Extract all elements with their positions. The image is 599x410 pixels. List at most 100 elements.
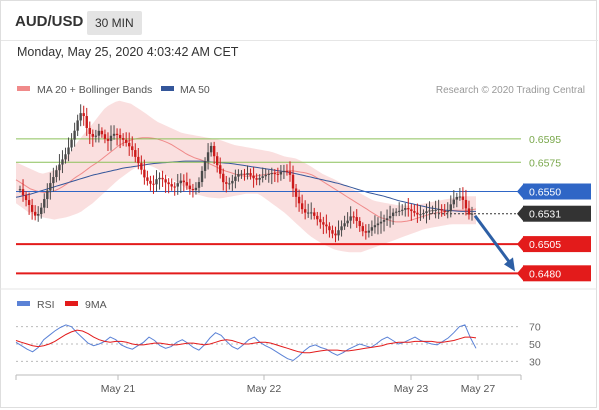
candle-body <box>288 171 292 175</box>
x-tick-label: May 23 <box>394 383 429 395</box>
candle-body <box>161 177 164 180</box>
candle-body <box>206 152 210 162</box>
chart-timestamp: Monday, May 25, 2020 4:03:42 AM CET <box>17 45 239 59</box>
rsi-legend: RSI 9MA <box>17 299 107 311</box>
header-divider <box>1 40 598 41</box>
candle-body <box>143 169 146 178</box>
candle-body <box>109 135 113 141</box>
candle-body <box>261 176 264 178</box>
candle-body <box>146 177 149 181</box>
level-label: 0.6531 <box>529 209 561 221</box>
candle-body <box>170 184 173 187</box>
forecast-arrow <box>473 214 515 272</box>
candle-body <box>61 159 64 165</box>
candle-body <box>306 212 310 214</box>
candle-body <box>303 209 307 213</box>
candle-body <box>103 134 107 139</box>
rsi-tick-label: 50 <box>529 339 541 351</box>
candle-body <box>370 227 374 231</box>
main-plot <box>15 100 477 253</box>
candle-body <box>82 113 85 117</box>
main-legend: MA 20 + Bollinger Bands MA 50 Research ©… <box>17 84 585 96</box>
candle-body <box>279 171 283 175</box>
candle-body <box>276 173 280 175</box>
candle-body <box>97 130 101 136</box>
candle-body <box>470 213 474 215</box>
x-tick-label: May 22 <box>247 383 282 395</box>
candle-body <box>200 170 204 183</box>
candle-body <box>310 212 313 214</box>
candle-body <box>313 212 316 216</box>
candle-body <box>21 189 25 196</box>
candle-body <box>24 195 28 201</box>
ma20-legend-swatch <box>17 86 30 91</box>
candle-body <box>407 208 410 210</box>
rsi-ma-legend-label: 9MA <box>85 299 107 311</box>
candle-body <box>94 135 98 137</box>
candle-body <box>46 190 49 200</box>
currency-pair-title: AUD/USD <box>15 13 84 30</box>
candle-body <box>264 174 267 177</box>
level-marker <box>517 237 523 252</box>
candle-body <box>225 182 228 184</box>
candle-body <box>355 217 358 221</box>
level-labels: 0.6595 0.6575 0.6550 0.6531 0.6505 0.6480 <box>517 134 591 282</box>
candle-body <box>410 209 413 212</box>
candle-body <box>282 170 286 172</box>
candle-body <box>106 138 110 141</box>
candle-body <box>291 174 295 189</box>
candle-body <box>182 180 186 183</box>
rsi-tick-label: 70 <box>529 322 541 334</box>
level-label: 0.6550 <box>529 187 561 199</box>
candle-body <box>428 210 431 212</box>
candle-body <box>373 225 377 228</box>
candle-body <box>30 205 34 212</box>
candle-body <box>176 183 179 187</box>
candle-body <box>209 145 213 153</box>
level-label: 0.6575 <box>529 157 561 169</box>
candle-body <box>388 216 392 219</box>
candle-body <box>18 189 22 191</box>
candle-body <box>140 163 143 170</box>
forecast-arrow-head <box>504 257 515 272</box>
candle-body <box>249 173 252 176</box>
level-label: 0.6480 <box>529 268 561 280</box>
candle-body <box>237 173 240 177</box>
candle-body <box>337 230 340 236</box>
x-tick-label: May 27 <box>461 383 496 395</box>
candle-body <box>391 212 395 217</box>
candle-body <box>340 226 343 231</box>
ma50-legend-swatch <box>161 86 174 91</box>
candle-body <box>164 179 167 183</box>
candlestick-series <box>18 104 474 243</box>
candle-body <box>431 210 434 212</box>
candle-body <box>85 116 88 128</box>
candle-body <box>185 182 189 186</box>
timeframe-badge[interactable]: 30 MIN <box>87 11 142 35</box>
candle-body <box>385 218 389 221</box>
candle-body <box>27 200 31 206</box>
candle-body <box>361 226 364 232</box>
candle-body <box>328 226 331 231</box>
candle-body <box>115 133 119 135</box>
candle-body <box>173 186 176 188</box>
x-tick-label: May 21 <box>101 383 136 395</box>
candle-body <box>76 120 79 131</box>
candle-body <box>194 187 198 190</box>
candle-body <box>149 180 152 184</box>
candle-body <box>243 173 246 175</box>
candle-body <box>434 209 437 211</box>
candle-body <box>443 210 446 212</box>
ma20-line <box>15 137 477 223</box>
level-tag <box>523 183 591 200</box>
candle-body <box>458 196 462 198</box>
level-tag <box>523 205 591 222</box>
candle-body <box>234 176 237 181</box>
candle-body <box>215 156 219 166</box>
candle-body <box>267 173 270 175</box>
candle-body <box>179 180 182 184</box>
candle-body <box>382 220 386 222</box>
candle-body <box>446 211 449 213</box>
level-label: 0.6595 <box>529 134 561 146</box>
